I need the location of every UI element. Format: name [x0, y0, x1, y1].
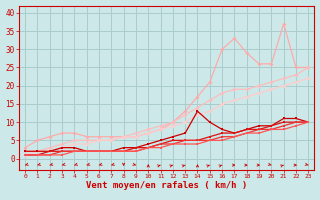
X-axis label: Vent moyen/en rafales ( km/h ): Vent moyen/en rafales ( km/h ) — [86, 181, 247, 190]
